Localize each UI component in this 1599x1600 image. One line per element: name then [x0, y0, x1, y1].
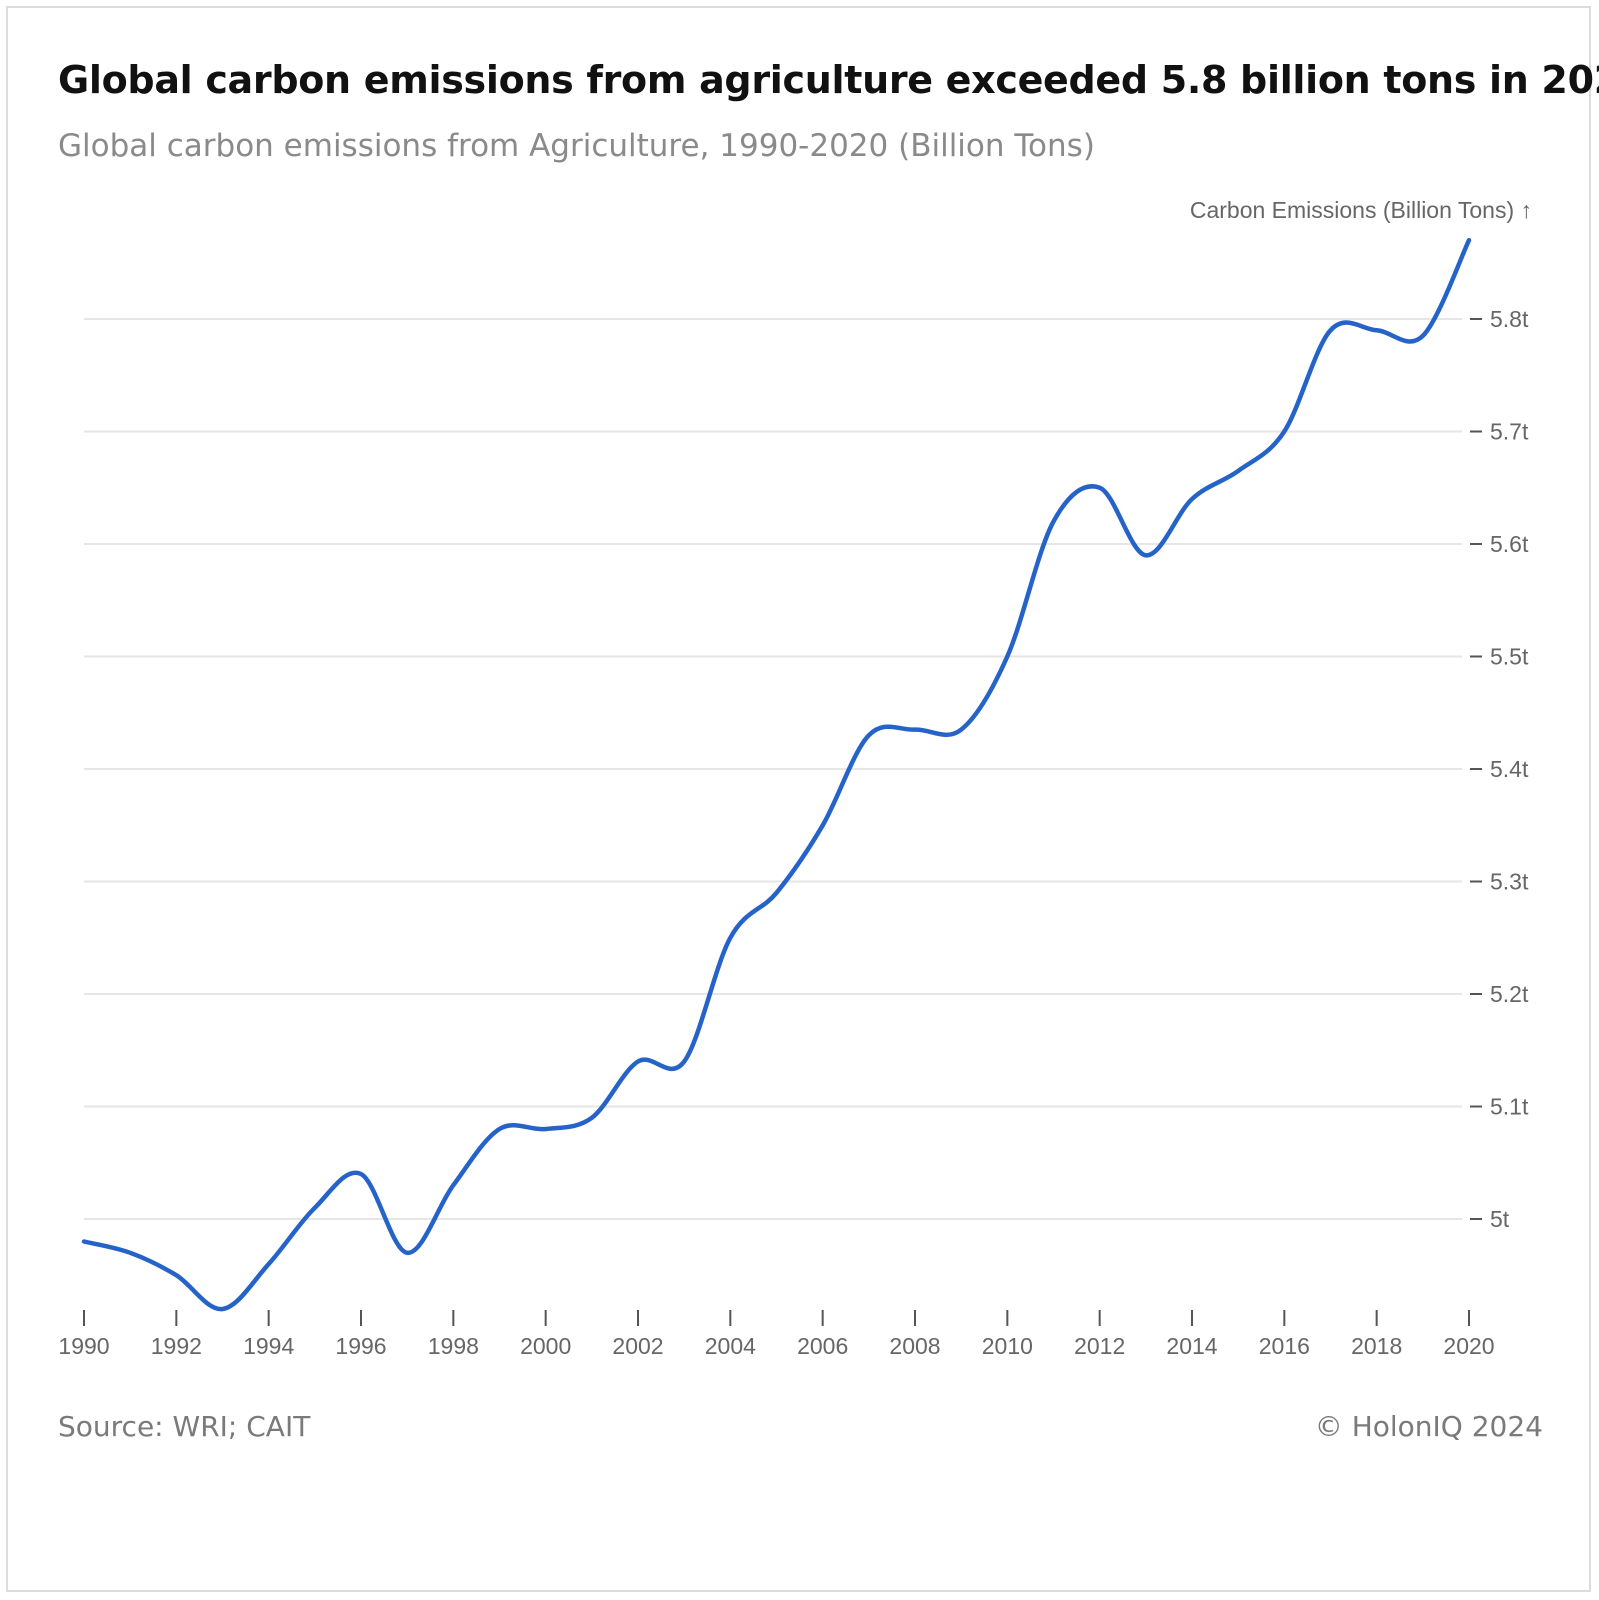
emissions-series-line — [81, 237, 1472, 1312]
data-point-2019 — [1419, 332, 1427, 340]
x-tick-label: 2012 — [1074, 1333, 1125, 1359]
gridlines — [84, 318, 1462, 1220]
data-point-1997 — [403, 1249, 411, 1257]
chart-title: Global carbon emissions from agriculture… — [58, 58, 1599, 102]
data-point-2000 — [542, 1125, 550, 1133]
data-point-1991 — [126, 1249, 134, 1257]
data-point-2014 — [1188, 495, 1196, 503]
data-point-1998 — [449, 1181, 457, 1189]
series-layer — [80, 236, 1473, 1313]
x-tick-label: 1998 — [428, 1333, 479, 1359]
data-point-2017 — [1327, 326, 1335, 334]
x-tick-label: 1994 — [243, 1333, 294, 1359]
data-point-2009 — [957, 726, 965, 734]
chart-frame — [6, 6, 1591, 1592]
data-point-2016 — [1280, 428, 1288, 436]
x-tick-label: 2008 — [889, 1333, 940, 1359]
x-tick-label: 1996 — [335, 1333, 386, 1359]
y-tick-label: 5.3t — [1490, 869, 1529, 895]
data-point-1994 — [265, 1260, 273, 1268]
y-tick-label: 5.7t — [1490, 419, 1529, 445]
data-point-2015 — [1234, 467, 1242, 475]
x-tick-label: 2000 — [520, 1333, 571, 1359]
data-point-1995 — [311, 1204, 319, 1212]
data-point-2005 — [773, 889, 781, 897]
x-tick-label: 2010 — [982, 1333, 1033, 1359]
x-tick-label: 2014 — [1166, 1333, 1217, 1359]
data-point-1996 — [357, 1170, 365, 1178]
data-point-2013 — [1142, 551, 1150, 559]
data-point-1999 — [496, 1125, 504, 1133]
data-point-2002 — [634, 1058, 642, 1066]
data-point-2001 — [588, 1114, 596, 1122]
y-tick-label: 5.6t — [1490, 531, 1529, 557]
x-axis: 1990 1992 1994 1996 1998 2000 2002 2004 2006 2008… — [58, 1310, 1495, 1359]
data-point-2011 — [1050, 518, 1058, 526]
chart-subtitle: Global carbon emissions from Agriculture… — [58, 128, 1095, 164]
y-axis-label: Carbon Emissions (Billion Tons) ↑ — [1190, 197, 1532, 223]
data-point-2003 — [680, 1058, 688, 1066]
x-tick-label: 2018 — [1351, 1333, 1402, 1359]
x-tick-label: 2016 — [1259, 1333, 1310, 1359]
y-tick-label: 5.5t — [1490, 644, 1529, 670]
data-point-2010 — [1003, 653, 1011, 661]
data-point-2012 — [1096, 484, 1104, 492]
data-point-2020 — [1465, 236, 1473, 244]
data-point-2007 — [865, 731, 873, 739]
y-tick-label: 5.1t — [1490, 1094, 1529, 1120]
x-tick-label: 2002 — [612, 1333, 663, 1359]
x-tick-label: 2006 — [797, 1333, 848, 1359]
data-point-2006 — [819, 821, 827, 829]
data-point-1990 — [80, 1238, 88, 1246]
data-point-1992 — [172, 1271, 180, 1279]
x-tick-label: 2004 — [705, 1333, 756, 1359]
y-tick-label: 5.4t — [1490, 756, 1529, 782]
y-tick-label: 5.8t — [1490, 306, 1529, 332]
data-point-1993 — [219, 1305, 227, 1313]
data-point-2018 — [1373, 326, 1381, 334]
y-tick-label: 5t — [1490, 1206, 1510, 1232]
y-tick-label: 5.2t — [1490, 981, 1529, 1007]
source-note: Source: WRI; CAIT — [58, 1410, 311, 1443]
copyright-note: © HolonIQ 2024 — [1314, 1410, 1543, 1443]
x-tick-label: 1992 — [151, 1333, 202, 1359]
x-tick-label: 2020 — [1443, 1333, 1494, 1359]
data-point-2008 — [911, 726, 919, 734]
y-axis: 5t 5.1t 5.2t 5.3t 5.4t 5.5t 5.6t 5.7t 5.8t — [1470, 306, 1529, 1232]
data-point-2004 — [726, 934, 734, 942]
x-tick-label: 1990 — [58, 1333, 109, 1359]
